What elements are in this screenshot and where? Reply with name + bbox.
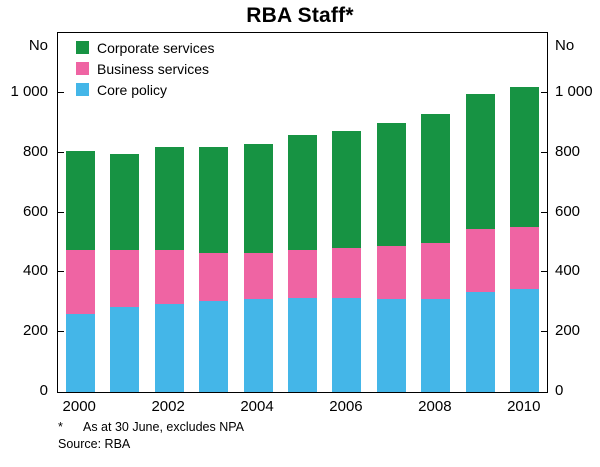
plot-area xyxy=(57,32,548,393)
legend: Corporate services Business services Core … xyxy=(76,37,215,100)
bar-segment-business-services xyxy=(465,228,495,292)
y-axis-tick-label-right: 400 xyxy=(555,262,581,280)
x-axis-tick-label: 2002 xyxy=(151,398,185,415)
x-axis-tick-label: 2000 xyxy=(62,398,96,415)
bar-segment-business-services xyxy=(65,249,95,315)
legend-label: Core policy xyxy=(97,81,168,98)
legend-swatch-icon xyxy=(76,41,89,54)
y-axis-tick-label-left: 1 000 xyxy=(10,82,48,100)
legend-item: Corporate services xyxy=(76,37,215,58)
bar-segment-core-policy xyxy=(465,291,495,392)
bar-segment-core-policy xyxy=(199,300,229,392)
y-axis-tick-mark xyxy=(58,331,64,333)
y-axis-tick-label-left: 0 xyxy=(39,382,48,399)
y-axis-tick-label-right: 1 000 xyxy=(555,82,593,100)
y-axis-tick-mark xyxy=(541,151,547,153)
y-axis-tick-label-right: 200 xyxy=(555,322,581,340)
y-axis-tick-mark xyxy=(58,211,64,213)
bar-segment-core-policy xyxy=(110,306,140,392)
bar-segment-core-policy xyxy=(332,297,362,392)
bar-segment-corporate-services xyxy=(65,151,95,250)
bar-segment-core-policy xyxy=(65,314,95,392)
bar-segment-corporate-services xyxy=(376,122,406,247)
footnote-marker: * xyxy=(58,420,63,434)
y-axis-tick-mark xyxy=(541,211,547,213)
chart-title: RBA Staff* xyxy=(246,4,354,27)
bar-segment-corporate-services xyxy=(332,131,362,249)
bar-segment-business-services xyxy=(154,249,184,304)
bar-segment-business-services xyxy=(510,227,540,290)
y-axis-tick-label-right: 0 xyxy=(555,382,564,399)
bar-segment-corporate-services xyxy=(199,147,229,253)
bar-segment-corporate-services xyxy=(421,113,451,244)
bar-segment-business-services xyxy=(332,248,362,298)
legend-item: Core policy xyxy=(76,79,215,100)
y-axis-tick-mark xyxy=(541,331,547,333)
bar-segment-core-policy xyxy=(288,297,317,392)
bar-segment-core-policy xyxy=(376,299,406,392)
x-axis-tick-label: 2006 xyxy=(329,398,363,415)
source-note: Source: RBA xyxy=(58,437,131,451)
bar-segment-corporate-services xyxy=(288,134,317,250)
bar-segment-corporate-services xyxy=(510,86,540,228)
bar-segment-corporate-services xyxy=(154,146,184,250)
bar-segment-corporate-services xyxy=(465,94,495,229)
y-axis-tick-mark xyxy=(541,271,547,273)
y-axis-unit-right: No xyxy=(555,37,575,54)
bar-segment-business-services xyxy=(376,246,406,300)
y-axis-tick-label-left: 800 xyxy=(22,142,48,160)
y-axis-tick-label-right: 800 xyxy=(555,142,581,160)
y-axis-tick-mark xyxy=(58,151,64,153)
y-axis-unit-left: No xyxy=(28,37,48,54)
legend-swatch-icon xyxy=(76,62,89,75)
legend-swatch-icon xyxy=(76,83,89,96)
legend-item: Business services xyxy=(76,58,215,79)
x-axis-tick-label: 2010 xyxy=(507,398,541,415)
y-axis-tick-mark xyxy=(58,271,64,273)
bar-segment-business-services xyxy=(421,243,451,300)
y-axis-tick-mark xyxy=(58,91,64,93)
legend-label: Business services xyxy=(97,60,210,77)
bar-segment-corporate-services xyxy=(110,154,140,250)
y-axis-tick-label-left: 400 xyxy=(22,262,48,280)
x-axis-tick-label: 2008 xyxy=(418,398,452,415)
bar-segment-business-services xyxy=(243,252,273,300)
bar-segment-core-policy xyxy=(510,289,540,392)
y-axis-tick-label-left: 200 xyxy=(22,322,48,340)
bar-segment-corporate-services xyxy=(243,143,273,253)
y-axis-tick-mark xyxy=(541,91,547,93)
bar-segment-business-services xyxy=(288,249,317,298)
bar-segment-core-policy xyxy=(421,299,451,392)
x-axis-tick-label: 2004 xyxy=(240,398,274,415)
bar-segment-business-services xyxy=(199,252,229,301)
y-axis-tick-label-right: 600 xyxy=(555,202,581,220)
bar-segment-business-services xyxy=(110,249,140,307)
bar-segment-core-policy xyxy=(154,303,184,392)
footnote-text: As at 30 June, excludes NPA xyxy=(83,420,244,434)
y-axis-tick-label-left: 600 xyxy=(22,202,48,220)
bar-segment-core-policy xyxy=(243,299,273,392)
legend-label: Corporate services xyxy=(97,39,215,56)
